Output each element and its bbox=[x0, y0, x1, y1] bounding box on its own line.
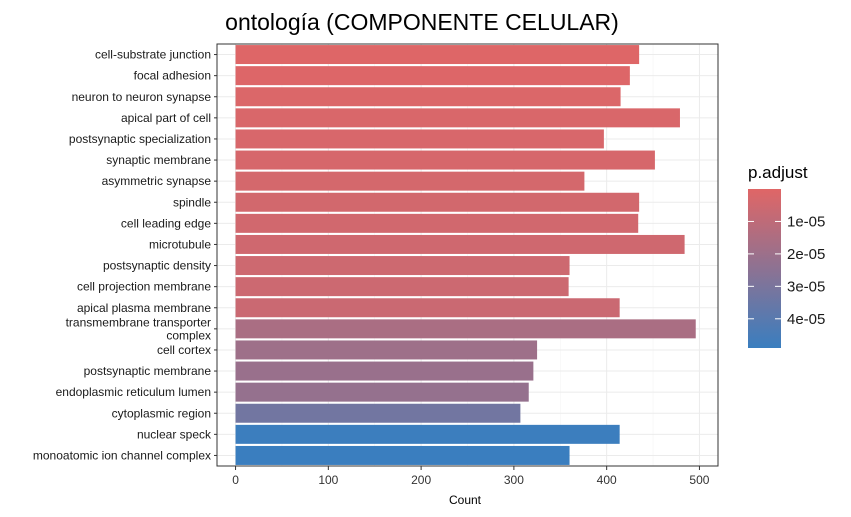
category-label: postsynaptic membrane bbox=[84, 364, 212, 378]
chart-title: ontología (COMPONENTE CELULAR) bbox=[225, 9, 619, 35]
legend-title: p.adjust bbox=[748, 163, 808, 182]
bar bbox=[235, 445, 570, 465]
category-label: cell cortex bbox=[157, 343, 211, 357]
category-label: monoatomic ion channel complex bbox=[33, 448, 211, 462]
x-tick-label: 100 bbox=[318, 473, 338, 487]
bar bbox=[235, 171, 585, 191]
legend-tick-label: 1e-05 bbox=[787, 213, 825, 230]
category-label-line: endoplasmic reticulum lumen bbox=[56, 385, 211, 399]
category-label: apical plasma membrane bbox=[77, 301, 211, 315]
category-label: cytoplasmic region bbox=[112, 406, 211, 420]
category-label-line: cell projection membrane bbox=[77, 280, 211, 294]
category-label-line: apical part of cell bbox=[121, 111, 211, 125]
bar bbox=[235, 382, 529, 402]
category-label: postsynaptic specialization bbox=[69, 132, 211, 146]
category-label-line: postsynaptic specialization bbox=[69, 132, 211, 146]
category-label-line: complex bbox=[166, 328, 211, 342]
category-label-line: transmembrane transporter bbox=[66, 315, 211, 329]
category-label: neuron to neuron synapse bbox=[72, 90, 212, 104]
bar bbox=[235, 424, 620, 444]
category-label-line: postsynaptic density bbox=[103, 259, 211, 273]
legend-tick-label: 4e-05 bbox=[787, 311, 825, 328]
category-label: endoplasmic reticulum lumen bbox=[56, 385, 211, 399]
bar bbox=[235, 319, 696, 339]
x-axis-ticks: 0 100 200 300 400 500 bbox=[232, 466, 710, 487]
bar bbox=[235, 277, 569, 297]
category-label: nuclear speck bbox=[137, 427, 212, 441]
plot-border bbox=[216, 43, 719, 467]
category-label-line: nuclear speck bbox=[137, 427, 212, 441]
category-label-line: cell cortex bbox=[157, 343, 211, 357]
x-tick-label: 0 bbox=[232, 473, 239, 487]
x-tick-label: 500 bbox=[689, 473, 709, 487]
category-label: microtubule bbox=[149, 237, 211, 251]
bar bbox=[235, 298, 620, 318]
category-label: focal adhesion bbox=[134, 69, 211, 83]
category-label-line: monoatomic ion channel complex bbox=[33, 448, 211, 462]
category-label-line: cell-substrate junction bbox=[95, 48, 211, 62]
bar bbox=[235, 87, 621, 107]
x-tick-label: 200 bbox=[411, 473, 431, 487]
category-label-line: apical plasma membrane bbox=[77, 301, 211, 315]
bar bbox=[235, 129, 604, 149]
category-label: postsynaptic density bbox=[103, 259, 211, 273]
category-label-line: asymmetric synapse bbox=[102, 174, 212, 188]
category-label: cell projection membrane bbox=[77, 280, 211, 294]
x-axis-title: Count bbox=[449, 493, 482, 507]
category-label-line: postsynaptic membrane bbox=[84, 364, 212, 378]
category-label-line: cytoplasmic region bbox=[112, 406, 211, 420]
category-label-line: focal adhesion bbox=[134, 69, 211, 83]
x-tick-label: 400 bbox=[597, 473, 617, 487]
x-tick-label: 300 bbox=[504, 473, 524, 487]
legend-colorbar bbox=[748, 189, 781, 348]
bar bbox=[235, 108, 680, 128]
category-label-line: synaptic membrane bbox=[106, 153, 211, 167]
category-label: spindle bbox=[173, 195, 211, 209]
bars bbox=[235, 45, 696, 465]
legend-tick-label: 3e-05 bbox=[787, 278, 825, 295]
legend-tick-label: 2e-05 bbox=[787, 246, 825, 263]
category-label-line: neuron to neuron synapse bbox=[72, 90, 212, 104]
category-label: asymmetric synapse bbox=[102, 174, 212, 188]
category-label: cell-substrate junction bbox=[95, 48, 211, 62]
bar bbox=[235, 340, 538, 360]
category-label: transmembrane transporter complex bbox=[66, 315, 211, 342]
category-label-line: spindle bbox=[173, 195, 211, 209]
bar bbox=[235, 361, 534, 381]
bar bbox=[235, 403, 521, 423]
category-label: cell leading edge bbox=[121, 216, 211, 230]
bar bbox=[235, 256, 570, 276]
bar bbox=[235, 234, 685, 254]
category-label: apical part of cell bbox=[121, 111, 211, 125]
category-label-line: cell leading edge bbox=[121, 216, 211, 230]
category-label: synaptic membrane bbox=[106, 153, 211, 167]
bar bbox=[235, 45, 640, 65]
bar bbox=[235, 213, 639, 233]
category-labels: cell-substrate junction focal adhesion neu… bbox=[33, 48, 217, 462]
category-label-line: microtubule bbox=[149, 237, 211, 251]
legend: p.adjust 1e-05 2e-05 3e-05 4e-05 bbox=[748, 163, 825, 348]
bar bbox=[235, 66, 630, 86]
bar bbox=[235, 192, 640, 212]
bar bbox=[235, 150, 655, 170]
